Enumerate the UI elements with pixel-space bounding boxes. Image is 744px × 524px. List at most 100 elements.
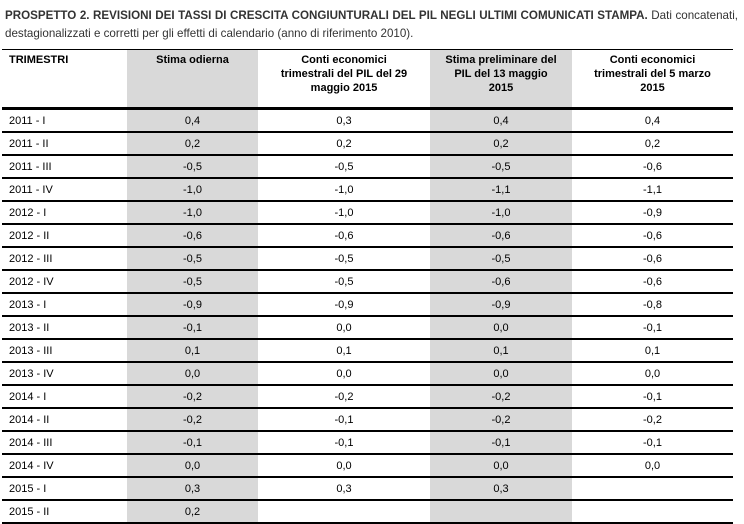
table-caption: PROSPETTO 2. REVISIONI DEI TASSI DI CRES… <box>0 0 744 49</box>
value-cell: 0,1 <box>127 339 258 363</box>
quarter-label: 2015 - I <box>2 477 127 501</box>
quarter-label: 2012 - III <box>2 247 127 271</box>
value-cell: -0,6 <box>127 224 258 248</box>
table-row: 2014 - III -0,1 -0,1 -0,1 -0,1 <box>2 431 733 455</box>
value-cell: -0,1 <box>258 431 430 455</box>
table-row: 2014 - II -0,2 -0,1 -0,2 -0,2 <box>2 408 733 432</box>
quarter-label: 2012 - I <box>2 201 127 225</box>
quarter-label: 2013 - I <box>2 293 127 317</box>
header-row: TRIMESTRI Stima odierna Conti economici … <box>2 49 733 110</box>
quarter-label: 2013 - III <box>2 339 127 363</box>
value-cell: -0,1 <box>430 431 572 455</box>
value-cell: -1,1 <box>572 178 733 202</box>
table-row: 2013 - II -0,1 0,0 0,0 -0,1 <box>2 316 733 340</box>
value-cell: -0,6 <box>430 224 572 248</box>
table-row: 2011 - IV -1,0 -1,0 -1,1 -1,1 <box>2 178 733 202</box>
value-cell <box>572 500 733 524</box>
value-cell: -1,0 <box>258 178 430 202</box>
value-cell: -0,5 <box>127 247 258 271</box>
value-cell: -0,1 <box>258 408 430 432</box>
value-cell: -0,1 <box>127 431 258 455</box>
value-cell: -0,5 <box>258 247 430 271</box>
table-row: 2011 - II 0,2 0,2 0,2 0,2 <box>2 132 733 156</box>
quarter-label: 2014 - II <box>2 408 127 432</box>
table-body: 2011 - I 0,4 0,3 0,4 0,4 2011 - II 0,2 0,2 0,2 0,… <box>2 108 733 524</box>
value-cell <box>258 500 430 524</box>
quarter-label: 2014 - IV <box>2 454 127 478</box>
value-cell: 0,4 <box>127 108 258 133</box>
value-cell: -0,6 <box>572 155 733 179</box>
value-cell: -0,1 <box>572 431 733 455</box>
value-cell: 0,0 <box>258 316 430 340</box>
table-row: 2012 - III -0,5 -0,5 -0,5 -0,6 <box>2 247 733 271</box>
value-cell: 0,3 <box>258 477 430 501</box>
value-cell: -1,0 <box>127 178 258 202</box>
table-row: 2015 - I 0,3 0,3 0,3 <box>2 477 733 501</box>
value-cell: 0,0 <box>430 316 572 340</box>
value-cell: 0,4 <box>572 108 733 133</box>
quarter-label: 2011 - IV <box>2 178 127 202</box>
value-cell: -1,0 <box>430 201 572 225</box>
value-cell: -0,2 <box>127 385 258 409</box>
table-row: 2011 - I 0,4 0,3 0,4 0,4 <box>2 108 733 133</box>
value-cell: 0,2 <box>127 132 258 156</box>
value-cell: -1,1 <box>430 178 572 202</box>
value-cell: -1,0 <box>127 201 258 225</box>
value-cell: -1,0 <box>258 201 430 225</box>
table-row: 2012 - II -0,6 -0,6 -0,6 -0,6 <box>2 224 733 248</box>
quarter-label: 2011 - I <box>2 108 127 133</box>
value-cell: 0,2 <box>127 500 258 524</box>
table-row: 2012 - IV -0,5 -0,5 -0,6 -0,6 <box>2 270 733 294</box>
value-cell: 0,2 <box>430 132 572 156</box>
value-cell: -0,9 <box>572 201 733 225</box>
value-cell: 0,3 <box>430 477 572 501</box>
table-row: 2015 - II 0,2 <box>2 500 733 524</box>
column-header-conti-5-marzo: Conti economici trimestrali del 5 marzo … <box>572 49 733 110</box>
value-cell <box>572 477 733 501</box>
value-cell: -0,2 <box>258 385 430 409</box>
value-cell: 0,0 <box>572 454 733 478</box>
value-cell: 0,1 <box>572 339 733 363</box>
value-cell: 0,4 <box>430 108 572 133</box>
quarter-label: 2011 - III <box>2 155 127 179</box>
value-cell: 0,0 <box>258 454 430 478</box>
quarter-label: 2012 - II <box>2 224 127 248</box>
value-cell: -0,5 <box>258 155 430 179</box>
value-cell: 0,0 <box>430 454 572 478</box>
value-cell: 0,0 <box>258 362 430 386</box>
value-cell: 0,1 <box>430 339 572 363</box>
value-cell: -0,6 <box>572 270 733 294</box>
value-cell: -0,2 <box>430 385 572 409</box>
column-header-conti-29-maggio: Conti economici trimestrali del PIL del … <box>258 49 430 110</box>
value-cell: -0,5 <box>258 270 430 294</box>
table-row: 2013 - III 0,1 0,1 0,1 0,1 <box>2 339 733 363</box>
caption-title-bold: PROSPETTO 2. REVISIONI DEI TASSI DI CRES… <box>5 9 648 22</box>
value-cell: -0,5 <box>127 155 258 179</box>
table-row: 2014 - I -0,2 -0,2 -0,2 -0,1 <box>2 385 733 409</box>
value-cell: 0,0 <box>127 454 258 478</box>
table-row: 2013 - IV 0,0 0,0 0,0 0,0 <box>2 362 733 386</box>
table-row: 2012 - I -1,0 -1,0 -1,0 -0,9 <box>2 201 733 225</box>
value-cell: -0,5 <box>430 247 572 271</box>
value-cell: 0,1 <box>258 339 430 363</box>
value-cell: -0,9 <box>430 293 572 317</box>
value-cell: -0,1 <box>572 316 733 340</box>
value-cell: 0,0 <box>127 362 258 386</box>
value-cell: -0,9 <box>258 293 430 317</box>
value-cell: -0,6 <box>430 270 572 294</box>
column-header-trimestri: TRIMESTRI <box>2 49 127 110</box>
value-cell: 0,0 <box>572 362 733 386</box>
value-cell: -0,1 <box>572 385 733 409</box>
quarter-label: 2013 - IV <box>2 362 127 386</box>
value-cell: -0,1 <box>127 316 258 340</box>
table-row: 2011 - III -0,5 -0,5 -0,5 -0,6 <box>2 155 733 179</box>
value-cell: 0,3 <box>127 477 258 501</box>
value-cell: -0,2 <box>127 408 258 432</box>
caption-subtitle: Dati concatenati, destagionalizzati e co… <box>5 9 738 40</box>
value-cell: 0,2 <box>572 132 733 156</box>
value-cell: -0,5 <box>127 270 258 294</box>
value-cell <box>430 500 572 524</box>
quarter-label: 2015 - II <box>2 500 127 524</box>
value-cell: -0,8 <box>572 293 733 317</box>
